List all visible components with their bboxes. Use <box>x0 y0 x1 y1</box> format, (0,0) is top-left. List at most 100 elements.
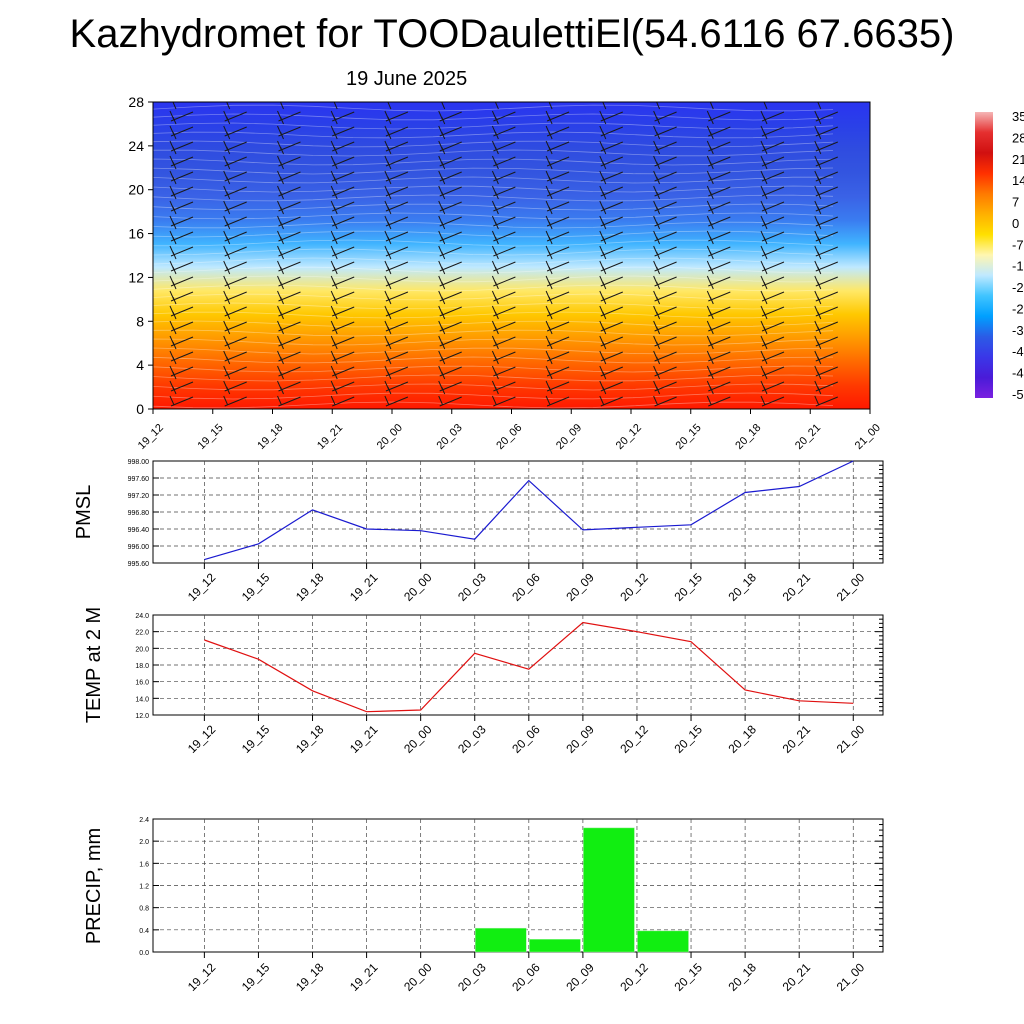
heatmap-x-tick-label: 20_06 <box>494 422 524 452</box>
pmsl-x-tick-label: 19_18 <box>293 570 327 604</box>
heatmap-x-tick-label: 20_21 <box>793 422 823 452</box>
pmsl-x-tick-label: 20_06 <box>509 570 543 604</box>
temp-y-tick-label: 16.0 <box>135 680 149 687</box>
temp-y-tick-label: 20.0 <box>135 646 149 653</box>
temp-x-tick-label: 20_00 <box>401 722 435 756</box>
wind-barb <box>545 386 570 407</box>
precip-x-tick-label: 20_18 <box>726 960 760 994</box>
wind-barb <box>760 386 785 407</box>
precip-x-tick-label: 21_00 <box>834 960 868 994</box>
pmsl-y-tick-label: 997.60 <box>128 476 150 483</box>
wind-barb <box>491 386 516 407</box>
temp-y-tick-label: 22.0 <box>135 630 149 637</box>
temp-x-tick-label: 20_15 <box>671 722 705 756</box>
heatmap-field <box>153 102 870 409</box>
pmsl-y-tick-label: 996.80 <box>128 510 150 517</box>
pmsl-x-tick-label: 20_03 <box>455 570 489 604</box>
heatmap-y-tick-label: 24 <box>128 138 144 154</box>
pmsl-y-tick-label: 995.60 <box>128 561 150 568</box>
colorbar-label: 21 <box>1012 152 1024 167</box>
colorbar <box>975 112 993 398</box>
precip-x-tick-label: 20_12 <box>617 960 651 994</box>
temp-x-tick-label: 19_18 <box>293 722 327 756</box>
precip-y-tick-label: 0.4 <box>139 928 149 935</box>
precip-bar <box>583 827 635 953</box>
temp-x-tick-label: 20_18 <box>726 722 760 756</box>
wind-barb <box>599 386 623 407</box>
precip-bar <box>475 927 527 953</box>
temp-x-tick-label: 20_06 <box>509 722 543 756</box>
precip-x-tick-label: 20_00 <box>401 960 435 994</box>
heatmap-y-tick-label: 8 <box>136 313 144 329</box>
wind-barb <box>223 386 247 407</box>
colorbar-label: 14 <box>1012 173 1024 188</box>
precip-x-tick-label: 19_18 <box>293 960 327 994</box>
colorbar-label: -2 <box>1012 280 1024 295</box>
temp-y-tick-label: 18.0 <box>135 663 149 670</box>
pmsl-x-tick-label: 21_00 <box>834 570 868 604</box>
heatmap-y-tick-label: 4 <box>136 357 144 373</box>
heatmap-x-tick-label: 19_15 <box>196 422 226 452</box>
temp-y-tick-label: 14.0 <box>135 696 149 703</box>
pmsl-x-tick-label: 19_15 <box>239 570 273 604</box>
temp-y-tick-label: 12.0 <box>135 713 149 720</box>
wind-barb <box>169 386 194 407</box>
temp-x-tick-label: 19_21 <box>347 722 381 756</box>
pmsl-axis-label: PMSL <box>73 485 95 539</box>
pmsl-x-tick-label: 20_09 <box>563 570 597 604</box>
precip-y-tick-label: 0.0 <box>139 950 149 957</box>
pmsl-x-tick-label: 19_12 <box>185 570 219 604</box>
temp-x-tick-label: 20_03 <box>455 722 489 756</box>
temp-x-tick-label: 20_12 <box>617 722 651 756</box>
heatmap-x-tick-label: 19_18 <box>255 422 285 452</box>
page-title: Kazhydromet for TOODaulettiEl(54.6116 67… <box>69 12 955 56</box>
pmsl-y-tick-label: 998.00 <box>128 459 150 466</box>
temp-x-tick-label: 19_15 <box>239 722 273 756</box>
heatmap-x-tick-label: 20_03 <box>435 422 465 452</box>
colorbar-label: 28 <box>1012 130 1024 145</box>
heatmap-x-tick-label: 20_00 <box>375 422 405 452</box>
temp-axis-label: TEMP at 2 M <box>83 607 105 723</box>
wind-barb <box>653 386 677 407</box>
wind-barb <box>438 386 462 407</box>
pmsl-series-line <box>204 460 854 561</box>
wind-barb <box>706 386 731 407</box>
heatmap-x-tick-label: 19_21 <box>315 422 345 452</box>
temp-y-tick-label: 24.0 <box>135 613 149 620</box>
wind-barb <box>814 386 838 407</box>
colorbar-label: -3 <box>1012 323 1024 338</box>
pmsl-y-tick-label: 997.20 <box>128 493 150 500</box>
precip-y-tick-label: 0.8 <box>139 906 149 913</box>
colorbar-label: 7 <box>1012 195 1019 210</box>
precip-bar <box>637 930 689 953</box>
colorbar-label: -4 <box>1012 366 1024 381</box>
precip-x-tick-label: 19_15 <box>239 960 273 994</box>
colorbar-label: -2 <box>1012 301 1024 316</box>
heatmap-x-tick-label: 21_00 <box>853 422 883 452</box>
pmsl-x-tick-label: 20_21 <box>780 570 814 604</box>
heatmap-y-tick-label: 12 <box>128 269 144 285</box>
heatmap-y-tick-label: 0 <box>136 401 144 417</box>
pmsl-x-tick-label: 20_00 <box>401 570 435 604</box>
precip-axis-label: PRECIP, mm <box>83 828 105 944</box>
page-subtitle: 19 June 2025 <box>346 68 468 90</box>
heatmap-y-tick-label: 28 <box>128 94 144 110</box>
precip-x-tick-label: 20_09 <box>563 960 597 994</box>
heatmap-x-tick-label: 20_12 <box>614 422 644 452</box>
heatmap-y-tick-label: 16 <box>128 226 144 242</box>
precip-y-tick-label: 1.2 <box>139 884 149 891</box>
precip-y-tick-label: 2.4 <box>139 817 149 824</box>
wind-barb <box>384 386 409 407</box>
temp-x-tick-label: 20_09 <box>563 722 597 756</box>
precip-bar <box>529 939 581 953</box>
precip-x-tick-label: 20_03 <box>455 960 489 994</box>
precip-x-tick-label: 20_21 <box>780 960 814 994</box>
temp-x-tick-label: 19_12 <box>185 722 219 756</box>
wind-barb <box>330 386 355 407</box>
colorbar-label: -1 <box>1012 259 1024 274</box>
pmsl-y-tick-label: 996.00 <box>128 544 150 551</box>
temp-series-line <box>204 621 854 713</box>
heatmap-x-tick-label: 20_18 <box>733 422 763 452</box>
wind-barbs <box>169 101 838 407</box>
colorbar-label: 0 <box>1012 216 1019 231</box>
